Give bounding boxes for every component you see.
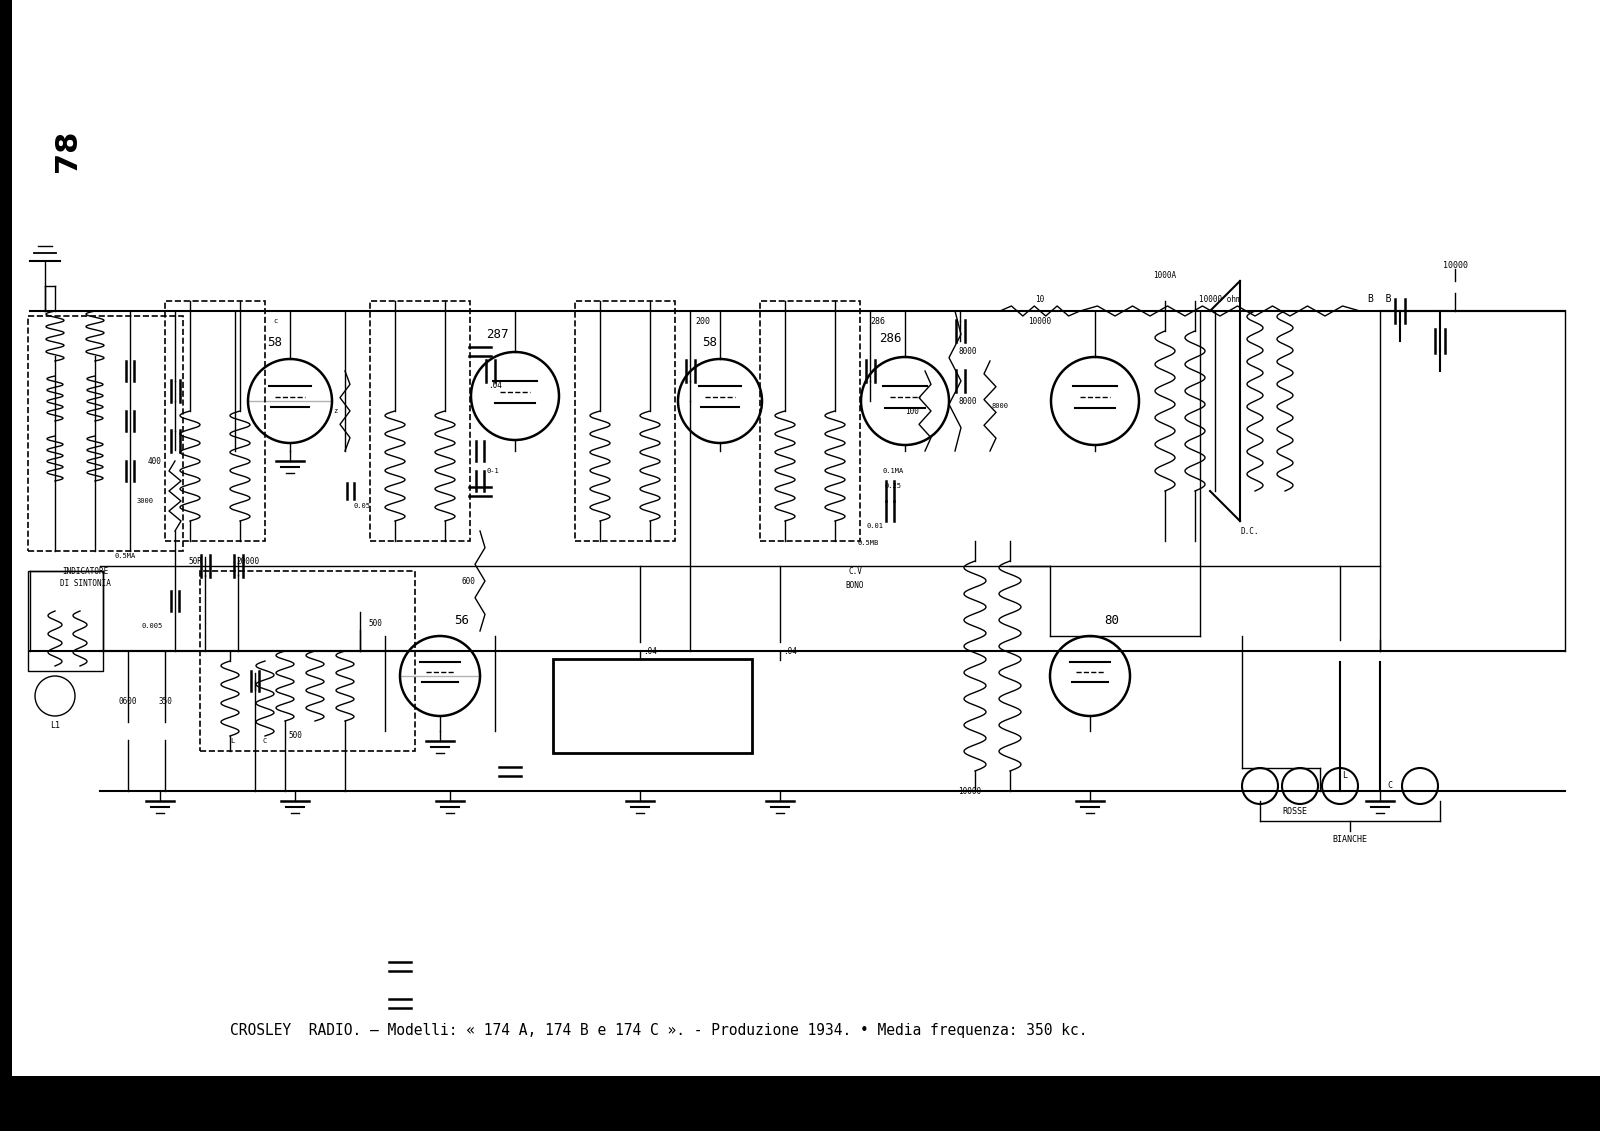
Text: 78: 78 xyxy=(53,130,83,172)
Bar xyxy=(370,301,470,541)
Bar xyxy=(165,301,266,541)
Text: INDICATORE: INDICATORE xyxy=(62,567,109,576)
Text: C.V: C.V xyxy=(848,567,862,576)
Text: C: C xyxy=(1387,782,1392,791)
Text: 0.5MA: 0.5MA xyxy=(114,553,136,559)
Text: 1000A: 1000A xyxy=(1154,271,1176,280)
Bar xyxy=(760,301,861,541)
Text: 100: 100 xyxy=(906,406,918,415)
Text: c: c xyxy=(274,318,277,323)
Text: z: z xyxy=(333,408,338,414)
Text: (ROSLEY RADIO: (ROSLEY RADIO xyxy=(597,679,707,693)
Text: DI SINTONIA: DI SINTONIA xyxy=(59,578,110,587)
Text: 10000: 10000 xyxy=(1443,261,1467,270)
Text: 58: 58 xyxy=(267,337,283,349)
Text: 500: 500 xyxy=(368,619,382,628)
Text: 0-1: 0-1 xyxy=(486,468,499,474)
Bar xyxy=(0,1076,1600,1131)
Text: .04: .04 xyxy=(643,648,658,656)
Text: 350: 350 xyxy=(158,697,171,706)
Text: 500: 500 xyxy=(288,732,302,741)
Text: 0.1MA: 0.1MA xyxy=(882,468,904,474)
FancyBboxPatch shape xyxy=(554,659,752,753)
Text: 10: 10 xyxy=(1035,294,1045,303)
Text: CROSLEY  RADIO. — Modelli: « 174 A, 174 B e 174 C ». - Produzione 1934. • Media : CROSLEY RADIO. — Modelli: « 174 A, 174 B… xyxy=(230,1024,1088,1038)
Text: .04: .04 xyxy=(488,381,502,390)
Text: .04: .04 xyxy=(782,648,797,656)
Text: 20000: 20000 xyxy=(237,556,259,566)
Text: 8000: 8000 xyxy=(958,346,978,355)
Text: 58: 58 xyxy=(702,337,717,349)
Text: 0600: 0600 xyxy=(118,697,138,706)
Text: 0.5MB: 0.5MB xyxy=(858,539,878,546)
Text: L: L xyxy=(230,739,234,744)
Text: 50R: 50R xyxy=(189,556,202,566)
Text: 10000: 10000 xyxy=(958,786,981,795)
Text: 400: 400 xyxy=(149,457,162,466)
Text: MOD.  174: MOD. 174 xyxy=(614,713,690,726)
Text: B  B: B B xyxy=(1368,294,1392,304)
Text: 80: 80 xyxy=(1104,614,1120,628)
Text: D.C.: D.C. xyxy=(1240,527,1259,535)
Text: 0.05: 0.05 xyxy=(354,503,371,509)
Text: L1: L1 xyxy=(50,722,61,731)
Text: BONO: BONO xyxy=(846,581,864,590)
Bar xyxy=(29,571,102,671)
Bar xyxy=(0,0,13,1131)
Text: BIANCHE: BIANCHE xyxy=(1333,835,1368,844)
Bar xyxy=(574,301,675,541)
Text: L: L xyxy=(1342,771,1347,780)
Text: 0.01: 0.01 xyxy=(867,523,883,529)
Text: 286: 286 xyxy=(878,333,901,345)
Text: 0.25: 0.25 xyxy=(885,483,901,489)
Text: 10000 ohm: 10000 ohm xyxy=(1198,294,1242,303)
Text: 10000: 10000 xyxy=(1029,317,1051,326)
Text: 0.005: 0.005 xyxy=(141,623,163,629)
Bar xyxy=(29,316,182,551)
Text: 286: 286 xyxy=(870,317,885,326)
Text: 8000: 8000 xyxy=(958,397,978,406)
Text: 3000: 3000 xyxy=(136,498,154,504)
Text: 200: 200 xyxy=(696,317,710,326)
Text: 56: 56 xyxy=(454,614,469,628)
Text: 8000: 8000 xyxy=(992,403,1008,409)
Text: ROSSE: ROSSE xyxy=(1283,806,1307,815)
Bar xyxy=(200,571,414,751)
Text: 287: 287 xyxy=(486,328,509,340)
Text: 600: 600 xyxy=(461,577,475,586)
Text: C: C xyxy=(262,739,267,744)
